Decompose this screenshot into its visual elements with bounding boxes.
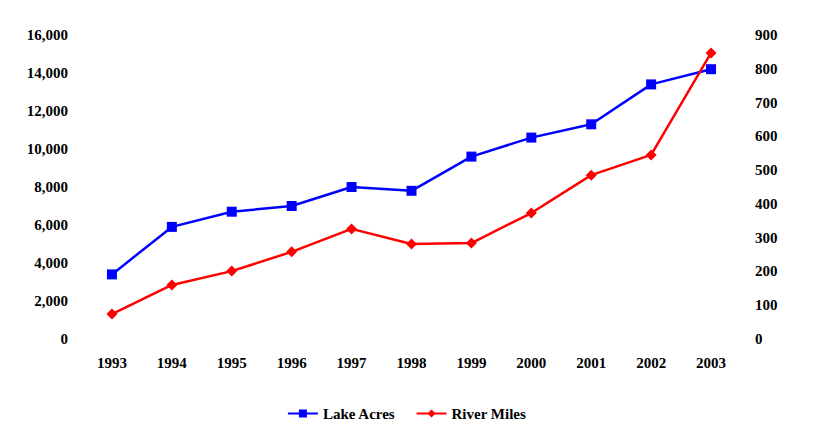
- svg-text:0: 0: [755, 331, 763, 347]
- svg-text:100: 100: [755, 297, 778, 313]
- svg-text:2001: 2001: [576, 355, 606, 371]
- svg-text:900: 900: [755, 27, 778, 43]
- svg-text:14,000: 14,000: [27, 65, 68, 81]
- svg-text:10,000: 10,000: [27, 141, 68, 157]
- svg-text:2000: 2000: [516, 355, 546, 371]
- svg-text:Lake Acres: Lake Acres: [323, 406, 395, 422]
- svg-text:1993: 1993: [97, 355, 127, 371]
- svg-text:1995: 1995: [217, 355, 247, 371]
- svg-text:1994: 1994: [157, 355, 188, 371]
- svg-text:1997: 1997: [337, 355, 368, 371]
- svg-text:1998: 1998: [397, 355, 427, 371]
- svg-text:2002: 2002: [636, 355, 666, 371]
- svg-text:6,000: 6,000: [34, 217, 68, 233]
- svg-text:River Miles: River Miles: [452, 406, 526, 422]
- svg-text:12,000: 12,000: [27, 103, 68, 119]
- svg-text:800: 800: [755, 61, 778, 77]
- svg-text:16,000: 16,000: [27, 27, 68, 43]
- svg-text:700: 700: [755, 95, 778, 111]
- svg-text:2003: 2003: [696, 355, 726, 371]
- svg-text:300: 300: [755, 230, 778, 246]
- svg-text:2,000: 2,000: [34, 293, 68, 309]
- svg-text:500: 500: [755, 162, 778, 178]
- svg-text:1996: 1996: [277, 355, 308, 371]
- svg-text:1999: 1999: [456, 355, 486, 371]
- svg-text:200: 200: [755, 263, 778, 279]
- svg-text:4,000: 4,000: [34, 255, 68, 271]
- svg-text:8,000: 8,000: [34, 179, 68, 195]
- svg-text:400: 400: [755, 196, 778, 212]
- svg-text:0: 0: [61, 331, 69, 347]
- svg-text:600: 600: [755, 128, 778, 144]
